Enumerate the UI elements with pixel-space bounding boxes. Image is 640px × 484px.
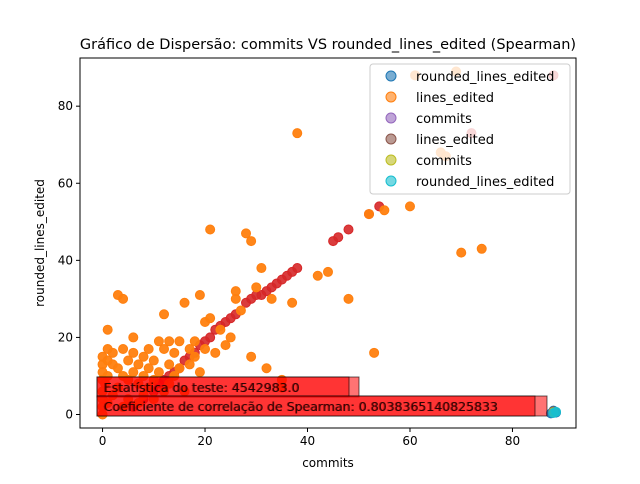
data-point xyxy=(148,355,159,366)
data-point xyxy=(194,290,205,301)
data-point xyxy=(456,247,467,258)
data-point xyxy=(287,297,298,308)
data-point xyxy=(379,205,390,216)
data-point xyxy=(220,340,231,351)
data-point xyxy=(189,351,200,362)
data-point xyxy=(205,332,216,343)
data-point xyxy=(363,209,374,220)
data-point xyxy=(256,263,267,274)
legend-label: rounded_lines_edited xyxy=(416,175,554,190)
data-point xyxy=(153,336,164,347)
legend-marker xyxy=(385,133,397,145)
data-point xyxy=(292,263,303,274)
data-point xyxy=(200,343,211,354)
data-point xyxy=(174,363,185,374)
y-tick-label: 80 xyxy=(58,99,73,113)
data-point xyxy=(241,228,252,239)
data-point xyxy=(292,128,303,139)
data-point xyxy=(404,201,415,212)
data-point xyxy=(189,336,200,347)
legend-label: lines_edited xyxy=(416,91,494,106)
data-point xyxy=(153,367,164,378)
data-point xyxy=(343,293,354,304)
data-point xyxy=(159,309,170,320)
data-point xyxy=(323,266,333,277)
data-point xyxy=(169,347,180,358)
data-point xyxy=(112,363,123,374)
y-tick-label: 20 xyxy=(58,330,73,344)
data-point xyxy=(118,293,129,304)
data-point xyxy=(143,343,154,354)
axes-frame xyxy=(79,57,577,429)
x-tick-label: 40 xyxy=(300,434,315,448)
x-tick-label: 60 xyxy=(402,434,417,448)
y-tick-label: 0 xyxy=(65,408,73,422)
data-point xyxy=(184,359,195,370)
x-axis-label: commits xyxy=(302,456,354,470)
data-point xyxy=(102,324,113,335)
annotation-text: Estatística do teste: 4542983.0 xyxy=(104,380,300,395)
data-point xyxy=(128,347,139,358)
data-point xyxy=(551,406,562,417)
data-point xyxy=(246,236,257,247)
legend-marker xyxy=(385,112,397,124)
data-point xyxy=(333,232,344,243)
data-point xyxy=(225,332,236,343)
annotations: Estatística do teste: 4542983.0Estatísti… xyxy=(96,376,548,417)
data-point xyxy=(133,359,144,370)
y-tick-label: 40 xyxy=(58,253,73,267)
legend-marker xyxy=(385,70,397,82)
data-point xyxy=(266,293,277,304)
legend: rounded_lines_editedlines_editedcommitsl… xyxy=(369,63,571,195)
data-point xyxy=(179,297,190,308)
data-point xyxy=(205,313,216,324)
legend-label: commits xyxy=(416,154,472,169)
data-point xyxy=(194,367,205,378)
data-point xyxy=(312,270,323,281)
x-axis: 0 20 40 60 80 xyxy=(99,428,520,448)
data-point xyxy=(128,332,139,343)
legend-label: commits xyxy=(416,112,472,127)
data-point xyxy=(164,336,175,347)
data-point xyxy=(251,282,262,293)
data-point xyxy=(184,343,195,354)
data-point xyxy=(210,347,221,358)
data-point xyxy=(159,343,170,354)
data-point xyxy=(215,324,226,335)
y-axis: 0 20 40 60 80 xyxy=(58,99,80,422)
data-point xyxy=(369,347,380,358)
x-tick-label: 0 xyxy=(99,434,107,448)
legend-marker xyxy=(385,154,397,166)
legend-box xyxy=(369,63,571,195)
legend-label: rounded_lines_edited xyxy=(416,70,554,85)
data-point xyxy=(123,355,134,366)
data-point xyxy=(476,243,487,254)
data-point xyxy=(164,359,175,370)
y-tick-label: 60 xyxy=(58,176,73,190)
data-point xyxy=(343,224,354,235)
series-5 xyxy=(548,406,562,418)
chart-title: Gráfico de Dispersão: commits VS rounded… xyxy=(80,37,576,53)
data-point xyxy=(118,343,129,354)
legend-marker xyxy=(385,175,397,187)
data-point xyxy=(138,351,149,362)
data-point xyxy=(235,305,246,316)
data-point xyxy=(205,224,216,235)
x-tick-label: 80 xyxy=(505,434,520,448)
annotation-text: Coeficiente de correlação de Spearman: 0… xyxy=(104,399,498,414)
data-point xyxy=(261,363,272,374)
data-point xyxy=(143,363,154,374)
annotation-box xyxy=(96,395,536,417)
data-point xyxy=(107,347,118,358)
legend-marker xyxy=(385,91,397,103)
legend-label: lines_edited xyxy=(416,133,494,148)
data-point xyxy=(174,336,185,347)
x-tick-label: 20 xyxy=(197,434,212,448)
y-axis-label: rounded_lines_edited xyxy=(33,179,47,307)
data-point xyxy=(230,286,241,297)
data-point xyxy=(246,351,257,362)
